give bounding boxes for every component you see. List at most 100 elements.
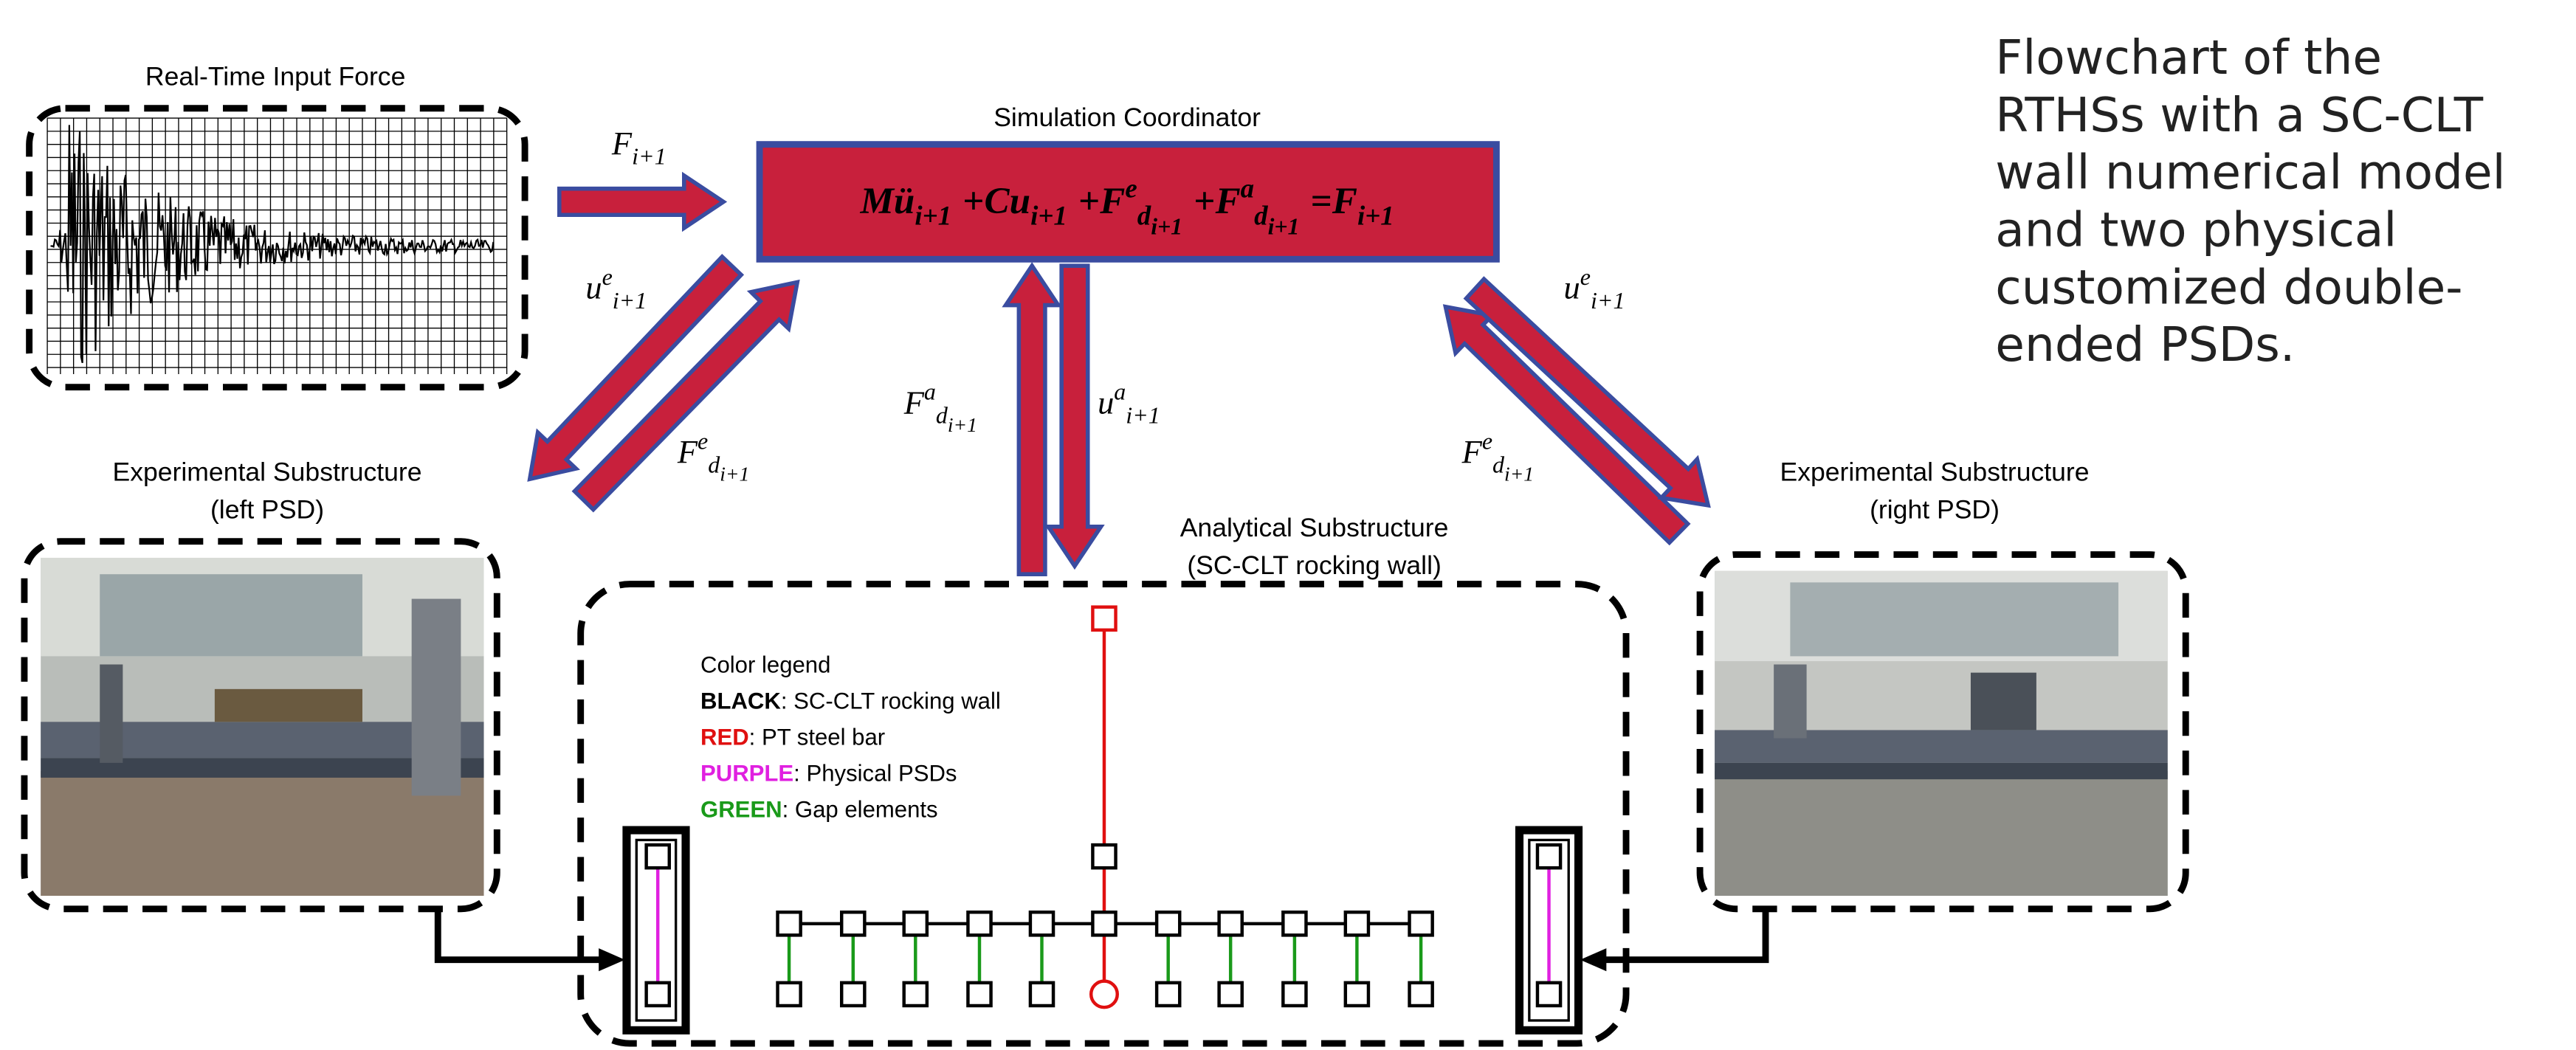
math-main: u	[1098, 384, 1114, 421]
node	[841, 983, 864, 1006]
math-subsub: i+1	[1151, 213, 1182, 239]
math-main: F	[611, 125, 633, 162]
flow-arrow	[1048, 266, 1101, 566]
node	[1092, 845, 1115, 868]
flow-arrow	[1445, 307, 1687, 543]
math-sup: a	[1241, 173, 1254, 203]
input-force-title: Real-Time Input Force	[145, 62, 405, 91]
node	[778, 912, 801, 935]
legend-key: RED	[700, 724, 749, 750]
caption-line: wall numerical model	[1995, 145, 2505, 201]
math-sub: i+1	[915, 200, 951, 230]
math-sup: a	[924, 379, 936, 405]
node	[1283, 912, 1306, 935]
node	[904, 983, 927, 1006]
legend-text: : SC-CLT rocking wall	[781, 688, 1001, 714]
node	[1092, 912, 1115, 935]
left-connector-head	[599, 948, 625, 971]
right-connector-head	[1580, 948, 1607, 971]
math-sub: d	[1492, 451, 1505, 477]
math-label: Fedi+1	[1461, 427, 1534, 485]
node	[1410, 983, 1433, 1006]
node	[1157, 983, 1179, 1006]
analytical-subtitle: (SC-CLT rocking wall)	[1187, 550, 1442, 580]
node	[1346, 983, 1368, 1006]
legend-text: : Physical PSDs	[793, 760, 957, 786]
math-sup: e	[1482, 427, 1492, 454]
node	[1157, 912, 1179, 935]
math-main: F	[903, 384, 925, 421]
math-main: F	[1461, 433, 1483, 470]
legend-key: BLACK	[700, 688, 781, 714]
caption: Flowchart of theRTHSs with a SC-CLTwall …	[1995, 30, 2505, 373]
node	[1537, 845, 1560, 868]
left-psd-subtitle: (left PSD)	[210, 495, 324, 525]
node	[1219, 912, 1242, 935]
anchor	[1091, 981, 1117, 1008]
page: Real-Time Input Force Simulation Coordin…	[0, 0, 2576, 1050]
legend-item: GREEN: Gap elements	[700, 796, 938, 822]
math-sub: i+1	[1357, 200, 1394, 230]
node	[1537, 983, 1560, 1006]
caption-line: RTHSs with a SC-CLT	[1995, 88, 2483, 143]
analytical-title: Analytical Substructure	[1180, 513, 1449, 542]
math-main: F	[677, 433, 698, 470]
math-sup: e	[602, 263, 613, 290]
math-main: F	[1215, 180, 1241, 222]
legend-item: BLACK: SC-CLT rocking wall	[700, 688, 1001, 714]
math-sub: d	[936, 402, 948, 429]
math-sub: i+1	[1030, 200, 1067, 230]
legend-text: : Gap elements	[782, 796, 938, 822]
node	[841, 912, 864, 935]
math-sub: d	[1137, 200, 1151, 230]
node	[968, 912, 991, 935]
node	[1092, 607, 1115, 630]
math-label: uei+1	[1564, 263, 1625, 314]
math-main: u	[585, 269, 602, 306]
math-subsub: i+1	[1268, 213, 1300, 239]
legend-title: Color legend	[700, 652, 830, 678]
caption-line: Flowchart of the	[1995, 30, 2382, 86]
left-psd-title: Experimental Substructure	[112, 457, 421, 486]
caption-line: and two physical	[1995, 203, 2397, 258]
math-subsub: i+1	[1504, 462, 1534, 485]
node	[1219, 983, 1242, 1006]
math-main: F	[1332, 180, 1357, 222]
math-label: Fi+1	[611, 125, 667, 169]
node	[647, 983, 669, 1006]
math-main: u	[1564, 269, 1580, 306]
math-main: Mü	[859, 180, 915, 222]
right-psd-subtitle: (right PSD)	[1870, 495, 2000, 525]
node	[904, 912, 927, 935]
math-sup: e	[1580, 263, 1591, 290]
operator: +	[1194, 180, 1215, 222]
math-subsub: i+1	[948, 413, 977, 436]
math-sub: d	[708, 451, 720, 477]
node	[1283, 983, 1306, 1006]
node	[778, 983, 801, 1006]
operator: +	[1078, 180, 1100, 222]
math-main: F	[1099, 180, 1125, 222]
diagram: Real-Time Input Force Simulation Coordin…	[0, 0, 2576, 1050]
waveform	[51, 125, 494, 362]
math-sub: i+1	[1591, 287, 1625, 314]
node	[1410, 912, 1433, 935]
math-label: Fadi+1	[903, 379, 977, 436]
node	[647, 845, 669, 868]
node	[1346, 912, 1368, 935]
left-psd-photo	[41, 558, 483, 896]
math-subsub: i+1	[720, 462, 749, 485]
legend: BLACK: SC-CLT rocking wall RED: PT steel …	[700, 688, 1001, 823]
math-sub: i+1	[1126, 402, 1160, 429]
math-sup: e	[1125, 173, 1137, 203]
flow-arrow	[559, 176, 723, 228]
coordinator-title: Simulation Coordinator	[993, 103, 1261, 132]
math-label: uai+1	[1098, 379, 1160, 429]
operator: +	[962, 180, 984, 222]
math-sup: a	[1114, 379, 1126, 405]
right-psd-title: Experimental Substructure	[1780, 457, 2090, 486]
math-sup: e	[698, 427, 708, 454]
math-label: uei+1	[585, 263, 647, 314]
math-main: Cu	[985, 180, 1031, 222]
legend-item: RED: PT steel bar	[700, 724, 885, 750]
